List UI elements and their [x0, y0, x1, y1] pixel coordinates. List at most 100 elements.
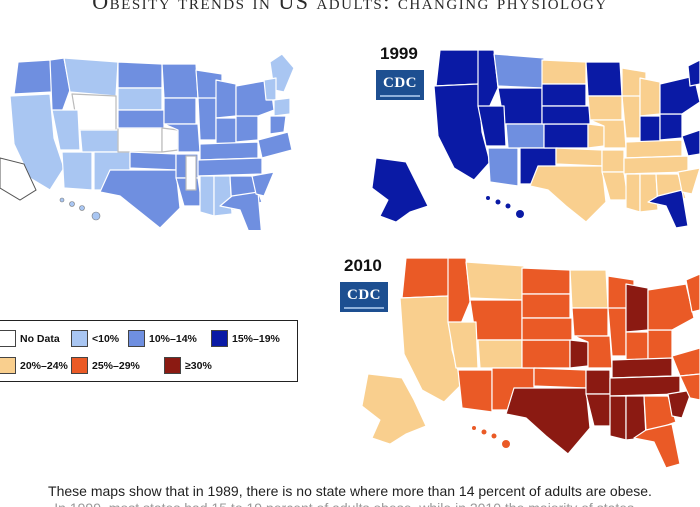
state-shape — [215, 79, 237, 119]
state-shape — [213, 175, 233, 217]
legend-swatch — [71, 357, 88, 374]
state-shape — [9, 93, 65, 191]
state-shape — [585, 61, 623, 97]
state-shape — [681, 129, 700, 157]
state-shape — [469, 299, 523, 341]
state-shape — [63, 57, 119, 97]
state-shape — [505, 123, 545, 149]
legend-swatch — [211, 330, 228, 347]
state-shape — [521, 339, 571, 369]
state-shape — [639, 173, 659, 213]
state-shape — [587, 95, 623, 121]
legend-item: 20%–24% — [0, 357, 68, 374]
legend-item: 15%–19% — [211, 330, 280, 347]
state-shape — [541, 83, 587, 107]
state-shape — [685, 273, 700, 313]
state-shape — [477, 49, 499, 111]
state-shape — [235, 115, 259, 143]
state-shape — [263, 77, 277, 101]
state-shape — [543, 123, 589, 149]
state-shape — [625, 173, 641, 213]
state-shape — [521, 293, 571, 319]
state-shape — [571, 307, 609, 337]
legend-item: ≥30% — [164, 357, 212, 374]
state-shape — [587, 123, 605, 149]
state-shape — [161, 63, 199, 99]
state-shape — [477, 105, 507, 147]
caption-second-line: In 1999, most states had 15 to 19 percen… — [0, 501, 700, 507]
legend: No Data <10% 10%–14% 15%–19% 20%–24% 25%… — [0, 320, 298, 382]
page-title: Obesity trends in US adults: changing ph… — [92, 0, 608, 14]
state-shape — [117, 87, 163, 111]
legend-swatch — [0, 357, 16, 374]
state-shape — [49, 57, 71, 113]
state-shape — [457, 369, 493, 413]
legend-item: 10%–14% — [128, 330, 197, 347]
state-shape — [447, 257, 471, 327]
state-shape — [197, 97, 217, 141]
state-shape — [521, 267, 571, 295]
state-shape — [677, 167, 700, 195]
state-shape — [13, 59, 53, 95]
state-shape — [117, 127, 163, 153]
state-shape — [251, 171, 275, 197]
state-shape — [625, 283, 649, 333]
state-shape — [257, 131, 293, 159]
state-shape — [273, 97, 291, 117]
alaska-shape — [361, 373, 427, 445]
state-shape — [487, 147, 519, 187]
state-shape — [633, 423, 681, 469]
state-shape — [269, 115, 287, 135]
cdc-logo: CDC — [340, 282, 388, 312]
alaska-shape — [0, 157, 37, 201]
state-shape — [639, 115, 661, 143]
state-shape — [625, 139, 683, 159]
legend-item: <10% — [71, 330, 119, 347]
hawaii-shape — [59, 197, 101, 221]
state-shape — [585, 369, 611, 395]
state-shape — [573, 335, 613, 369]
state-shape — [521, 317, 573, 341]
state-shape — [671, 347, 700, 377]
caption: These maps show that in 1989, there is n… — [48, 483, 652, 499]
state-shape — [197, 157, 263, 177]
legend-item: 25%–29% — [71, 357, 140, 374]
state-shape — [679, 373, 700, 401]
state-shape — [569, 269, 609, 309]
us-map-1989 — [0, 53, 295, 230]
state-shape — [609, 395, 627, 441]
state-shape — [117, 61, 163, 89]
state-shape — [667, 389, 693, 419]
state-shape — [199, 175, 215, 217]
state-shape — [625, 331, 649, 361]
state-shape — [493, 53, 545, 89]
state-shape — [647, 283, 695, 331]
state-shape — [529, 165, 607, 223]
state-shape — [401, 257, 451, 299]
legend-swatch — [164, 357, 181, 374]
state-shape — [611, 357, 673, 379]
state-shape — [435, 49, 481, 87]
cdc-logo: CDC — [376, 70, 424, 100]
state-shape — [533, 367, 587, 389]
state-shape — [541, 59, 587, 85]
us-map-2010 — [361, 257, 700, 469]
state-shape — [447, 321, 479, 369]
year-label-2010: 2010 — [344, 256, 382, 275]
state-shape — [505, 387, 591, 455]
legend-swatch — [128, 330, 145, 347]
state-shape — [129, 151, 177, 171]
state-shape — [163, 97, 197, 125]
hawaii-shape — [472, 426, 510, 448]
state-shape — [465, 261, 525, 301]
state-shape — [555, 147, 603, 167]
state-shape — [639, 77, 661, 117]
state-shape — [117, 109, 165, 129]
state-shape — [477, 339, 523, 369]
state-shape — [623, 155, 689, 175]
state-shape — [79, 129, 119, 153]
state-shape — [541, 105, 591, 125]
us-map-1999 — [371, 49, 700, 229]
legend-swatch — [0, 330, 16, 347]
state-shape — [51, 109, 81, 151]
